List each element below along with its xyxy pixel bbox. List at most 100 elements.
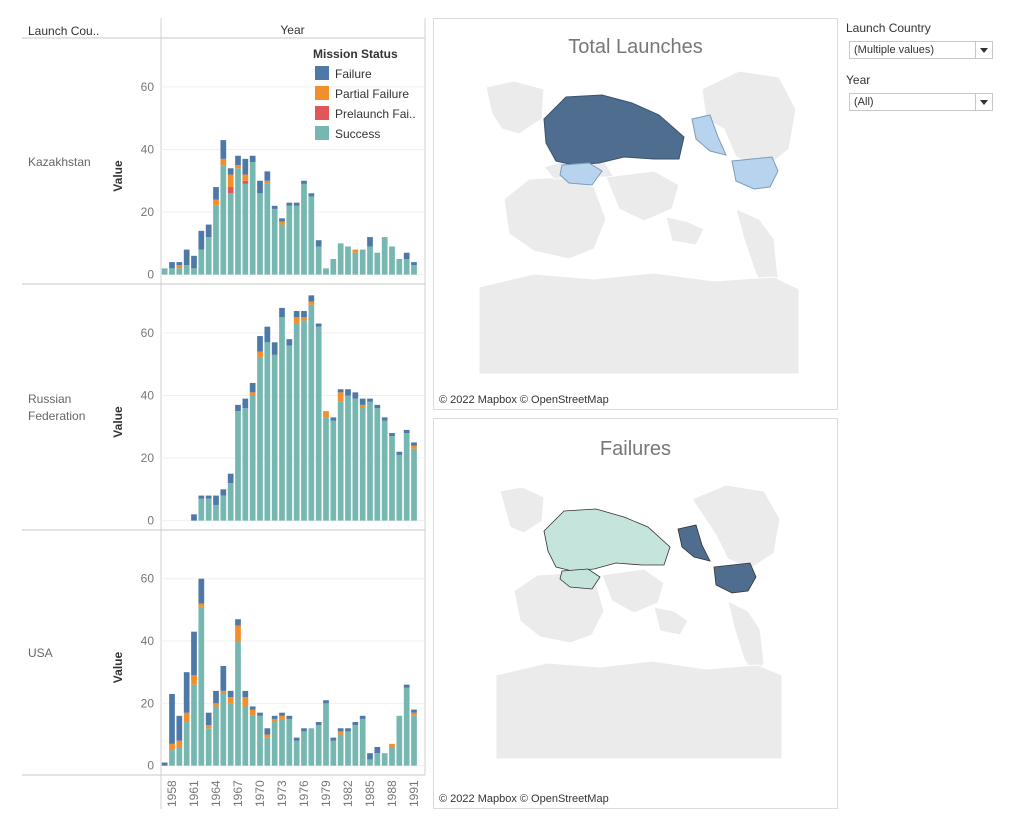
bar-segment[interactable]	[176, 265, 183, 269]
bar-segment[interactable]	[205, 728, 212, 766]
bar-segment[interactable]	[411, 448, 417, 521]
bar-segment[interactable]	[374, 746, 381, 754]
bar-segment[interactable]	[279, 218, 285, 222]
bar-segment[interactable]	[227, 473, 234, 484]
bar-segment[interactable]	[323, 417, 329, 521]
bar-segment[interactable]	[213, 495, 219, 505]
bar-segment[interactable]	[227, 174, 234, 188]
bar-segment[interactable]	[330, 417, 337, 421]
bar-segment[interactable]	[161, 268, 168, 275]
bar-segment[interactable]	[403, 252, 410, 259]
bar-segment[interactable]	[381, 420, 388, 521]
map-region-usa[interactable]	[713, 562, 757, 594]
legend[interactable]: Mission Status Failure Partial Failure P…	[313, 47, 416, 141]
bar-segment[interactable]	[367, 398, 373, 402]
bar-segment[interactable]	[279, 221, 285, 225]
bar-segment[interactable]	[264, 734, 271, 738]
bar-segment[interactable]	[323, 268, 329, 275]
bar-segment[interactable]	[220, 489, 227, 496]
bar-segment[interactable]	[315, 246, 322, 275]
chevron-down-icon[interactable]	[975, 42, 992, 58]
bar-segment[interactable]	[286, 205, 293, 275]
world-map-failures[interactable]	[492, 479, 782, 759]
bar-segment[interactable]	[396, 715, 403, 766]
bar-segment[interactable]	[337, 401, 344, 521]
bar-segment[interactable]	[293, 323, 300, 521]
bar-segment[interactable]	[205, 725, 212, 729]
bar-segment[interactable]	[367, 759, 373, 766]
bar-segment[interactable]	[301, 731, 307, 766]
bar-segment[interactable]	[403, 258, 410, 275]
bar-segment[interactable]	[220, 665, 227, 691]
bar-segment[interactable]	[183, 722, 190, 766]
bar-segment[interactable]	[301, 183, 307, 275]
bar-segment[interactable]	[271, 342, 278, 355]
bar-segment[interactable]	[235, 625, 241, 642]
bar-segment[interactable]	[352, 722, 359, 726]
bar-segment[interactable]	[191, 675, 197, 685]
bar-segment[interactable]	[220, 690, 227, 694]
bar-segment[interactable]	[315, 725, 322, 766]
bar-segment[interactable]	[264, 180, 271, 184]
bar-segment[interactable]	[293, 202, 300, 206]
bar-segment[interactable]	[249, 155, 256, 162]
bar-segment[interactable]	[257, 193, 263, 275]
bar-segment[interactable]	[169, 694, 175, 744]
bar-segment[interactable]	[286, 715, 293, 719]
row-dimension-header[interactable]: Launch Cou..	[28, 24, 100, 38]
bar-segment[interactable]	[345, 731, 351, 766]
bar-segment[interactable]	[352, 249, 359, 253]
bar-segment[interactable]	[205, 495, 212, 499]
map-attribution[interactable]: © 2022 Mapbox © OpenStreetMap	[439, 793, 609, 805]
bar-segment[interactable]	[176, 740, 183, 747]
bar-segment[interactable]	[389, 746, 395, 766]
bar-segment[interactable]	[176, 746, 183, 766]
bar-segment[interactable]	[176, 268, 183, 275]
bar-segment[interactable]	[337, 243, 344, 275]
bar-segment[interactable]	[249, 392, 256, 396]
bar-segment[interactable]	[396, 258, 403, 275]
bar-segment[interactable]	[169, 750, 175, 766]
chevron-down-icon[interactable]	[975, 94, 992, 110]
bar-segment[interactable]	[389, 436, 395, 521]
bar-segment[interactable]	[249, 395, 256, 521]
bar-segment[interactable]	[198, 498, 205, 521]
bar-segment[interactable]	[374, 404, 381, 408]
bar-segment[interactable]	[257, 336, 263, 352]
bar-segment[interactable]	[183, 265, 190, 275]
bar-segment[interactable]	[198, 249, 205, 275]
bar-segment[interactable]	[264, 728, 271, 735]
bar-segment[interactable]	[249, 162, 256, 275]
bar-segment[interactable]	[337, 389, 344, 393]
bar-segment[interactable]	[315, 323, 322, 327]
bar-segment[interactable]	[389, 743, 395, 747]
bar-segment[interactable]	[220, 140, 227, 159]
bar-segment[interactable]	[249, 715, 256, 766]
bar-segment[interactable]	[367, 246, 373, 275]
bar-segment[interactable]	[271, 718, 278, 723]
bar-segment[interactable]	[293, 205, 300, 275]
bar-segment[interactable]	[279, 712, 285, 716]
bar-segment[interactable]	[242, 690, 249, 698]
bar-segment[interactable]	[330, 258, 337, 275]
bar-segment[interactable]	[301, 317, 307, 321]
bar-segment[interactable]	[359, 718, 366, 766]
bar-segment[interactable]	[176, 715, 183, 741]
bar-segment[interactable]	[403, 684, 410, 688]
bar-segment[interactable]	[242, 408, 249, 521]
map-region-russia[interactable]	[543, 508, 671, 572]
bar-segment[interactable]	[359, 715, 366, 719]
bar-segment[interactable]	[308, 193, 315, 197]
bar-segment[interactable]	[308, 301, 315, 305]
bar-segment[interactable]	[345, 389, 351, 396]
bar-segment[interactable]	[198, 578, 205, 604]
bar-segment[interactable]	[235, 411, 241, 521]
bar-segment[interactable]	[403, 433, 410, 521]
bar-segment[interactable]	[271, 715, 278, 719]
bar-segment[interactable]	[352, 252, 359, 275]
bar-segment[interactable]	[220, 158, 227, 166]
bar-segment[interactable]	[264, 326, 271, 343]
bar-segment[interactable]	[191, 255, 197, 269]
bar-segment[interactable]	[235, 168, 241, 275]
bar-segment[interactable]	[374, 252, 381, 275]
